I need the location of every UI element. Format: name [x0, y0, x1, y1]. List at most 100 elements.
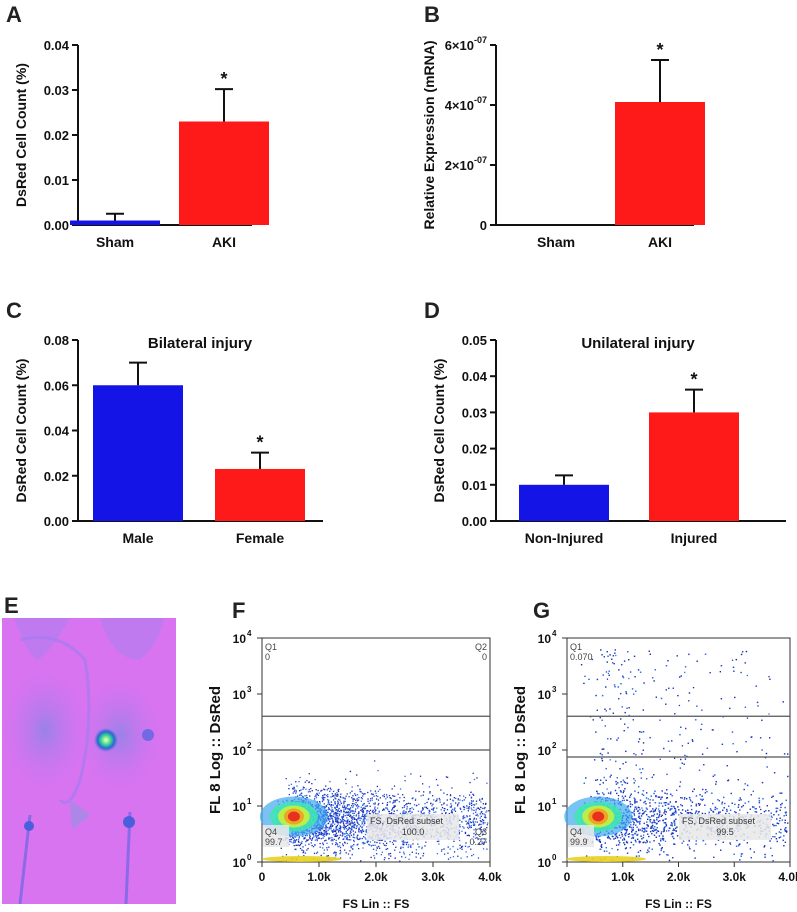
event-dot	[661, 846, 663, 849]
event-dot	[473, 841, 475, 843]
event-dot	[596, 791, 598, 793]
event-dot	[405, 803, 407, 806]
event-dot	[462, 816, 464, 818]
event-dot	[486, 826, 488, 829]
event-dot	[590, 795, 592, 798]
event-dot	[636, 838, 639, 841]
event-dot	[599, 841, 602, 843]
event-dot	[695, 810, 698, 812]
event-dot	[337, 838, 340, 840]
event-dot	[607, 672, 610, 675]
event-dot	[662, 835, 664, 837]
event-dot	[374, 808, 376, 810]
event-dot	[623, 842, 625, 844]
event-dot	[458, 833, 460, 835]
event-dot	[341, 832, 344, 835]
event-dot	[400, 846, 402, 848]
event-dot	[617, 848, 619, 851]
event-dot	[727, 805, 730, 807]
event-dot	[327, 822, 330, 824]
event-dot	[656, 819, 658, 821]
event-dot	[643, 841, 645, 843]
event-dot	[665, 703, 667, 705]
event-dot	[362, 847, 364, 849]
event-dot	[330, 812, 332, 814]
event-dot	[352, 830, 354, 832]
event-dot	[323, 788, 325, 790]
event-dot	[314, 795, 316, 798]
event-dot	[772, 795, 774, 797]
event-dot	[635, 819, 638, 822]
event-dot	[325, 805, 328, 808]
event-dot	[320, 833, 323, 836]
event-dot	[331, 811, 333, 813]
event-dot	[771, 796, 773, 798]
event-dot	[781, 819, 783, 821]
event-dot	[351, 817, 353, 819]
event-dot	[627, 805, 629, 807]
event-dot	[447, 858, 450, 860]
event-dot	[465, 823, 468, 825]
event-dot	[664, 822, 667, 824]
event-dot	[308, 773, 310, 775]
event-dot	[639, 812, 641, 814]
event-dot	[775, 807, 777, 810]
event-dot	[374, 790, 377, 792]
event-dot	[656, 830, 659, 832]
panel-label-d: D	[424, 298, 440, 323]
event-dot	[355, 827, 357, 830]
event-dot	[360, 791, 362, 793]
event-dot	[409, 808, 412, 810]
event-dot	[299, 847, 302, 850]
event-dot	[596, 790, 598, 792]
event-dot	[697, 802, 700, 805]
event-dot	[323, 799, 325, 801]
event-dot	[482, 819, 485, 822]
event-dot	[660, 831, 663, 833]
event-dot	[637, 741, 640, 743]
event-dot	[647, 825, 649, 828]
event-dot	[627, 833, 629, 836]
event-dot	[298, 841, 300, 844]
event-dot	[335, 832, 338, 834]
event-dot	[477, 807, 480, 810]
event-dot	[451, 787, 453, 789]
event-dot	[462, 818, 464, 820]
event-dot	[390, 797, 392, 800]
event-dot	[470, 821, 473, 824]
event-dot	[625, 831, 627, 834]
event-dot	[343, 824, 345, 827]
event-dot	[330, 828, 332, 830]
event-dot	[753, 851, 755, 853]
event-dot	[412, 797, 414, 799]
event-dot	[481, 830, 483, 833]
event-dot	[405, 843, 408, 846]
event-dot	[646, 841, 648, 843]
event-dot	[404, 812, 407, 815]
event-dot	[666, 789, 668, 791]
event-dot	[664, 840, 667, 843]
event-dot	[777, 822, 780, 825]
event-dot	[304, 837, 306, 839]
event-dot	[626, 777, 628, 779]
event-dot	[354, 808, 357, 810]
event-dot	[585, 777, 587, 779]
event-dot	[309, 834, 311, 836]
event-dot	[343, 802, 345, 804]
event-dot	[336, 828, 338, 831]
event-dot	[354, 818, 356, 820]
y-tick-exponent: 2	[247, 741, 252, 750]
event-dot	[683, 763, 685, 765]
event-dot	[402, 794, 404, 796]
event-dot	[694, 857, 696, 859]
event-dot	[392, 802, 394, 804]
event-dot	[649, 819, 651, 821]
event-dot	[475, 803, 478, 805]
event-dot	[779, 792, 781, 794]
event-dot	[661, 796, 663, 798]
event-dot	[764, 853, 766, 856]
event-dot	[346, 811, 348, 814]
event-dot	[482, 807, 484, 810]
event-dot	[475, 811, 477, 813]
